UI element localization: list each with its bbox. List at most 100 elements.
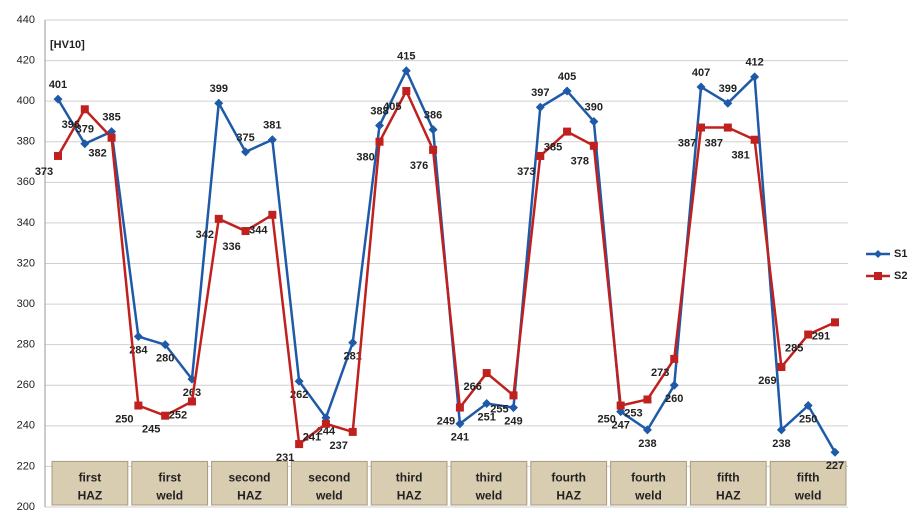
marker <box>508 403 518 413</box>
series-line <box>56 88 836 447</box>
data-label: 255 <box>490 403 508 415</box>
marker <box>830 447 840 457</box>
data-label: 251 <box>478 411 496 423</box>
group-label: fifth <box>797 471 820 485</box>
data-label: 249 <box>504 415 522 427</box>
data-label: 387 <box>678 137 696 149</box>
marker <box>697 123 706 132</box>
data-label: 241 <box>303 432 321 444</box>
group-label: weld <box>155 489 183 503</box>
marker <box>643 395 652 404</box>
data-label: 407 <box>692 67 710 79</box>
group-label: weld <box>475 489 503 503</box>
marker <box>536 151 545 160</box>
group-label: fourth <box>631 471 666 485</box>
marker <box>54 151 62 160</box>
marker <box>241 227 250 236</box>
data-label: 412 <box>745 57 763 69</box>
marker <box>80 139 90 149</box>
marker <box>267 135 277 145</box>
marker <box>750 72 760 82</box>
data-label: 260 <box>665 393 683 405</box>
group-label: HAZ <box>556 489 581 503</box>
data-label: 385 <box>544 142 562 154</box>
group-box <box>769 460 847 506</box>
legend-marker <box>874 272 882 280</box>
data-label: 344 <box>249 225 268 237</box>
marker <box>187 397 196 406</box>
group-label: HAZ <box>716 489 741 503</box>
group-label: weld <box>794 489 822 503</box>
group-label: fourth <box>551 471 586 485</box>
data-label: 386 <box>424 109 442 121</box>
data-label: 285 <box>785 342 803 354</box>
y-tick-label: 300 <box>17 298 35 310</box>
group-box <box>689 460 767 506</box>
group-box <box>290 460 368 506</box>
y-tick-label: 200 <box>17 501 35 513</box>
data-label: 280 <box>156 353 174 365</box>
data-label: 336 <box>222 241 240 253</box>
group-box <box>530 460 608 506</box>
group-box <box>610 460 687 506</box>
group-label: second <box>228 471 270 485</box>
data-label: 415 <box>397 51 415 63</box>
group-box <box>211 460 288 506</box>
data-label: 382 <box>88 148 106 160</box>
data-label: 378 <box>571 156 589 168</box>
marker <box>295 440 304 449</box>
marker <box>509 391 518 400</box>
data-label: 241 <box>451 432 469 444</box>
data-label: 247 <box>611 420 629 432</box>
data-label: 405 <box>383 101 401 113</box>
marker <box>214 98 224 108</box>
data-label: 381 <box>263 120 281 132</box>
marker <box>589 116 599 126</box>
marker <box>428 125 438 135</box>
marker <box>589 141 598 150</box>
y-tick-label: 280 <box>17 339 35 351</box>
marker <box>482 399 492 409</box>
data-label: 252 <box>169 409 187 421</box>
data-label: 231 <box>276 452 294 464</box>
data-label: 250 <box>597 413 615 425</box>
marker <box>160 340 170 350</box>
data-label: 388 <box>370 105 388 117</box>
marker <box>723 123 732 132</box>
marker <box>161 411 170 420</box>
data-label: 381 <box>731 150 749 162</box>
marker <box>776 425 786 435</box>
data-label: 250 <box>799 413 817 425</box>
data-label: 238 <box>638 438 656 450</box>
group-label: third <box>476 471 503 485</box>
data-label: 249 <box>437 415 455 427</box>
y-tick-label: 220 <box>17 460 35 472</box>
marker <box>294 376 304 386</box>
y-tick-label: 440 <box>17 14 35 26</box>
group-label: weld <box>634 489 662 503</box>
group-box <box>131 460 209 506</box>
marker <box>803 401 813 411</box>
marker <box>80 105 89 114</box>
data-label: 269 <box>758 375 776 387</box>
marker <box>402 87 411 96</box>
group-label: third <box>396 471 423 485</box>
group-box <box>450 460 528 506</box>
data-label: 373 <box>35 166 53 178</box>
marker <box>321 419 330 428</box>
marker <box>134 401 143 410</box>
marker <box>401 66 411 76</box>
data-label: 373 <box>517 166 535 178</box>
marker <box>455 403 464 412</box>
group-box <box>370 460 448 506</box>
marker <box>777 362 786 371</box>
y-tick-label: 360 <box>17 176 35 188</box>
marker <box>107 133 116 142</box>
marker <box>133 332 143 342</box>
y-tick-label: 340 <box>17 217 35 229</box>
y-tick-label: 420 <box>17 54 35 66</box>
marker <box>455 419 465 429</box>
data-label: 250 <box>115 413 133 425</box>
marker <box>375 121 385 131</box>
